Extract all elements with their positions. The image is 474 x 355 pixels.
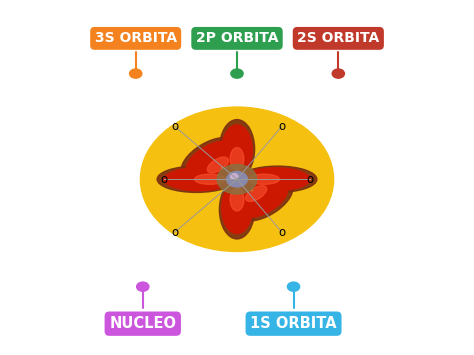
Text: 2P ORBITA: 2P ORBITA [196, 31, 278, 45]
Circle shape [230, 174, 238, 179]
Circle shape [217, 164, 257, 194]
Circle shape [227, 171, 247, 187]
Circle shape [287, 282, 300, 291]
Text: 3S ORBITA: 3S ORBITA [95, 31, 177, 45]
Text: o: o [171, 120, 178, 133]
Ellipse shape [207, 157, 228, 173]
Ellipse shape [241, 168, 310, 191]
Ellipse shape [219, 120, 255, 178]
Ellipse shape [164, 168, 233, 191]
Ellipse shape [239, 181, 292, 221]
Text: o: o [278, 120, 285, 133]
Circle shape [332, 69, 345, 78]
Ellipse shape [182, 138, 235, 178]
Circle shape [137, 282, 149, 291]
Ellipse shape [186, 141, 233, 176]
Ellipse shape [238, 166, 317, 192]
Ellipse shape [230, 148, 244, 170]
Text: o: o [160, 173, 167, 186]
Text: o: o [171, 225, 178, 239]
Text: o: o [307, 173, 314, 186]
Ellipse shape [157, 166, 236, 192]
Circle shape [140, 107, 334, 251]
Ellipse shape [249, 174, 279, 184]
Ellipse shape [241, 182, 288, 217]
Ellipse shape [222, 182, 252, 234]
Text: 2S ORBITA: 2S ORBITA [297, 31, 380, 45]
Circle shape [231, 69, 243, 78]
Ellipse shape [222, 125, 252, 176]
Ellipse shape [246, 186, 267, 201]
Circle shape [129, 69, 142, 78]
Ellipse shape [219, 180, 255, 239]
Ellipse shape [195, 174, 225, 184]
Text: 1S ORBITA: 1S ORBITA [250, 316, 337, 331]
Text: NUCLEO: NUCLEO [109, 316, 176, 331]
Text: o: o [278, 225, 285, 239]
Ellipse shape [230, 188, 244, 211]
